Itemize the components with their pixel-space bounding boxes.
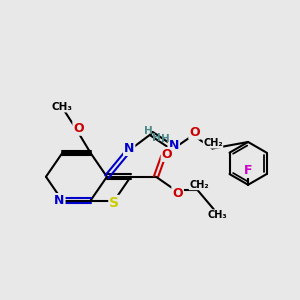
Text: H: H [152, 133, 161, 143]
Text: S: S [109, 196, 119, 210]
Text: O: O [162, 148, 172, 161]
Text: H: H [144, 126, 153, 136]
Text: CH₂: CH₂ [189, 180, 209, 190]
Text: O: O [172, 187, 183, 200]
Text: N: N [124, 142, 134, 155]
Text: O: O [189, 126, 200, 139]
Text: N: N [54, 194, 64, 207]
Text: CH₃: CH₃ [207, 210, 227, 220]
Text: F: F [244, 164, 252, 177]
Text: O: O [74, 122, 84, 135]
Text: CH₂: CH₂ [203, 138, 223, 148]
Text: CH₃: CH₃ [52, 102, 73, 112]
Text: N: N [169, 139, 179, 152]
Text: H: H [161, 134, 170, 144]
